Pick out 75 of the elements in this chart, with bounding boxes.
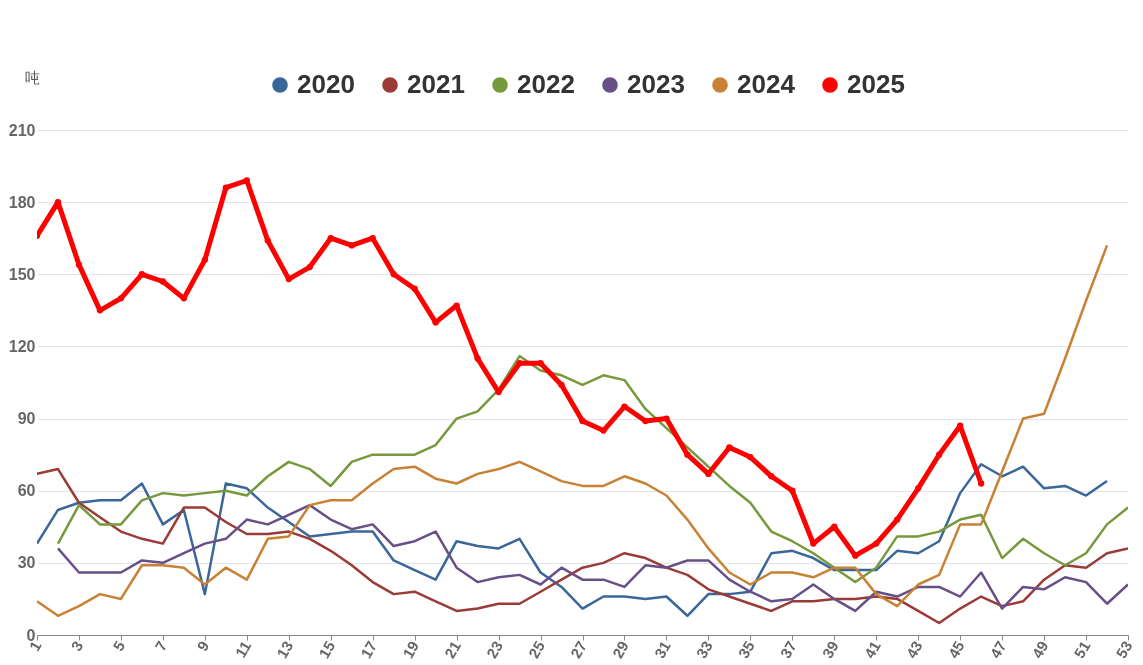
line-series: [56, 354, 1128, 584]
x-tick-label: 3: [67, 638, 87, 654]
x-tick-label: 45: [944, 638, 968, 661]
point: [516, 360, 523, 367]
legend-label: 2023: [627, 69, 685, 99]
point: [747, 453, 754, 461]
point: [222, 184, 229, 191]
point: [600, 427, 607, 434]
x-tick-label: 13: [273, 638, 297, 661]
point: [369, 235, 376, 242]
y-axis-title: 吨: [25, 68, 40, 86]
point: [915, 485, 922, 492]
x-tick-label: 23: [482, 638, 507, 661]
point: [117, 295, 125, 302]
legend-label: 2021: [407, 69, 465, 99]
point: [390, 271, 397, 278]
point: [327, 235, 334, 242]
x-tick-label: 25: [524, 638, 548, 661]
point: [201, 256, 209, 264]
x-tick-label: 37: [776, 638, 800, 661]
x-tick-label: 53: [1112, 638, 1136, 661]
point: [411, 285, 418, 292]
x-tick-label: 15: [315, 638, 339, 661]
point: [537, 360, 544, 367]
point: [348, 242, 355, 249]
legend-label: 2025: [847, 69, 905, 99]
y-tick-label: 210: [8, 121, 36, 139]
legend-label: 2020: [297, 69, 355, 99]
x-tick-label: 7: [151, 638, 171, 654]
point: [936, 451, 943, 458]
point: [75, 261, 83, 268]
point: [474, 355, 481, 362]
point: [684, 451, 691, 458]
x-tick-label: 11: [231, 638, 255, 661]
y-tick-label: 120: [8, 337, 36, 355]
x-tick-label: 27: [566, 638, 590, 661]
x-tick-label: 47: [986, 638, 1010, 661]
x-tick-label: 43: [902, 638, 926, 661]
point: [956, 422, 964, 429]
point: [579, 417, 586, 425]
point: [977, 480, 985, 487]
y-tick-label: 150: [8, 265, 36, 283]
legend-label: 2022: [517, 69, 575, 99]
point: [726, 444, 733, 451]
x-tick-label: 31: [650, 638, 674, 661]
x-tick-label: 35: [734, 638, 758, 661]
point: [306, 263, 313, 271]
point: [138, 271, 146, 278]
x-tick-label: 49: [1028, 638, 1052, 661]
y-tick-label: 90: [17, 410, 36, 428]
x-tick-label: 41: [860, 638, 884, 661]
x-tick-label: 51: [1070, 638, 1094, 661]
point: [558, 381, 565, 389]
point: [159, 278, 167, 285]
x-tick-label: 17: [357, 638, 381, 661]
point: [264, 237, 271, 244]
point: [768, 473, 775, 480]
point: [663, 415, 670, 422]
legend-label: 2024: [737, 69, 796, 99]
line-series: [56, 503, 1128, 613]
line-series: [37, 244, 1109, 618]
x-tick-label: 29: [608, 638, 632, 661]
x-tick-label: 19: [399, 638, 423, 661]
x-tick-label: 9: [193, 638, 213, 654]
x-tick-label: 5: [109, 638, 129, 654]
point: [642, 417, 649, 425]
point: [789, 487, 796, 494]
point: [873, 540, 880, 547]
y-tick-label: 60: [17, 482, 36, 500]
point: [894, 516, 901, 523]
x-tick-label: 21: [440, 638, 465, 661]
x-tick-label: 33: [692, 638, 716, 661]
y-tick-label: 30: [17, 554, 36, 572]
x-tick-label: 39: [818, 638, 842, 661]
y-tick-label: 180: [8, 193, 36, 211]
